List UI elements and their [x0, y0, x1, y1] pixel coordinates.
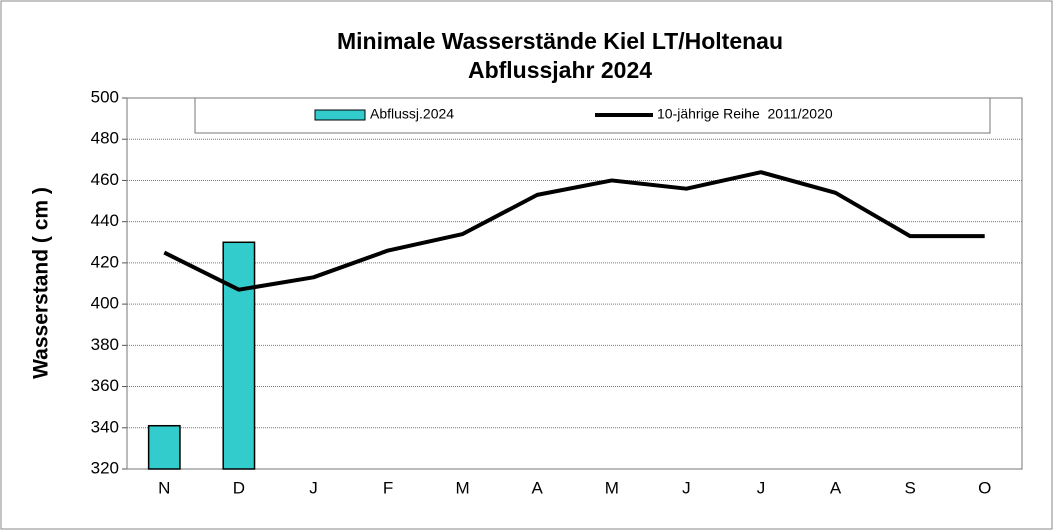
legend-swatch [314, 109, 366, 121]
x-tick-label: S [904, 478, 915, 497]
chart-subtitle: Abflussjahr 2024 [468, 57, 652, 83]
x-tick-label: F [383, 478, 393, 497]
y-axis-label: Wasserstand ( cm ) [30, 187, 53, 379]
bar [222, 241, 256, 470]
x-tick-label: J [309, 478, 318, 497]
y-tick-label: 460 [91, 170, 119, 189]
x-tick-label: O [978, 478, 991, 497]
x-tick-label: M [605, 478, 619, 497]
y-tick-label: 500 [91, 87, 119, 106]
y-tick-label: 340 [91, 417, 119, 436]
chart-title: Minimale Wasserstände Kiel LT/Holtenau [337, 28, 783, 54]
y-tick-label: 440 [91, 211, 119, 230]
y-tick-label: 320 [91, 458, 119, 477]
line [163, 170, 985, 292]
y-tick-label: 480 [91, 129, 119, 148]
legend-box [194, 97, 991, 134]
x-tick-label: D [233, 478, 245, 497]
y-tick-label: 400 [91, 294, 119, 313]
y-tick-label: 360 [91, 376, 119, 395]
x-tick-label: A [830, 478, 842, 497]
bar [147, 424, 181, 470]
legend-label: 10-jährige Reihe 2011/2020 [657, 106, 833, 122]
x-tick-label: M [456, 478, 470, 497]
legend-label: Abflussj.2024 [370, 106, 454, 122]
y-tick-label: 380 [91, 335, 119, 354]
x-tick-label: J [757, 478, 766, 497]
y-tick-label: 420 [91, 252, 119, 271]
x-tick-label: A [532, 478, 544, 497]
x-tick-label: N [158, 478, 170, 497]
x-tick-label: J [682, 478, 691, 497]
